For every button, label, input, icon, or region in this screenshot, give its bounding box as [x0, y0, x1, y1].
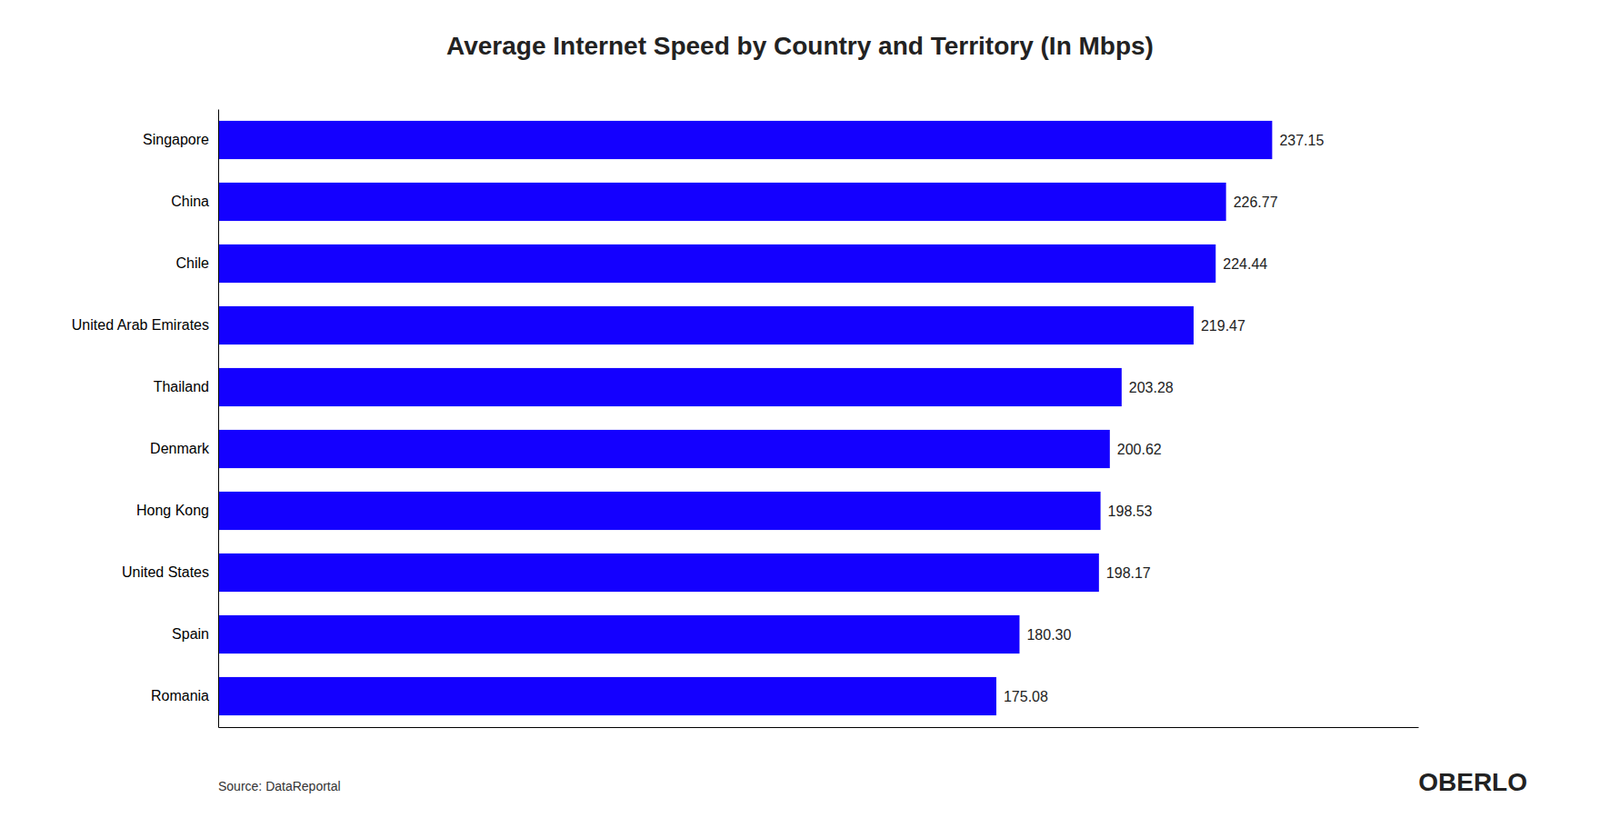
y-tick: United Arab Emirates: [71, 317, 210, 333]
bar: [218, 677, 997, 716]
data-label: 219.47: [1200, 318, 1246, 334]
y-tick: United States: [121, 564, 210, 580]
chart-svg: Average Internet Speed by Country and Te…: [0, 0, 1600, 818]
y-tick: Thailand: [153, 379, 210, 395]
bars: [218, 120, 1272, 716]
data-label: 237.15: [1279, 132, 1324, 149]
data-label: 200.62: [1117, 441, 1162, 458]
y-tick-label: Spain: [171, 626, 210, 642]
data-label: 224.44: [1222, 256, 1268, 272]
x-axis-line: [219, 727, 1420, 729]
y-tick: Romania: [150, 688, 210, 704]
y-tick: Denmark: [150, 440, 210, 457]
data-label: 198.53: [1108, 503, 1153, 520]
bar: [218, 368, 1122, 407]
y-tick: Spain: [171, 626, 210, 642]
data-label: 226.77: [1233, 194, 1279, 210]
y-tick: Singapore: [142, 131, 210, 148]
plot: 237.15 226.77 224.44 219.47 203.28 200.62 198.…: [71, 110, 1420, 729]
title: Average Internet Speed by Country and Te…: [446, 31, 1154, 60]
y-tick-label: United States: [121, 564, 210, 580]
y-tick-label: Hong Kong: [136, 502, 210, 519]
y-tick-label: Romania: [150, 688, 210, 704]
x-axis: [219, 727, 1420, 729]
y-tick-label: Chile: [176, 255, 210, 271]
data-label: 175.08: [1003, 689, 1049, 705]
y-tick-label: United Arab Emirates: [71, 317, 210, 333]
bar: [218, 491, 1101, 530]
bar: [218, 120, 1272, 160]
y-axis: Singapore China Chile United Arab Emirates T…: [71, 110, 220, 729]
bar: [218, 615, 1020, 654]
bar: [218, 244, 1216, 283]
annotation: OBERLO: [1418, 768, 1528, 797]
bar: [218, 553, 1100, 592]
y-tick-label: China: [170, 193, 210, 210]
bar: [218, 430, 1110, 469]
data-labels: 237.15 226.77 224.44 219.47 203.28 200.62 198.…: [1003, 132, 1324, 705]
annotation: Source: DataReportal: [218, 779, 341, 794]
data-label: 203.28: [1129, 380, 1174, 396]
y-tick: Hong Kong: [136, 502, 210, 519]
y-tick-label: Thailand: [153, 379, 210, 395]
bar: [218, 182, 1227, 221]
y-tick: Chile: [176, 255, 210, 271]
y-tick: China: [170, 193, 210, 210]
bar: [218, 306, 1194, 345]
data-label: 180.30: [1026, 627, 1071, 643]
y-tick-label: Denmark: [150, 440, 210, 457]
y-axis-line: [218, 110, 220, 729]
y-tick-label: Singapore: [142, 131, 210, 148]
data-label: 198.17: [1106, 565, 1151, 581]
